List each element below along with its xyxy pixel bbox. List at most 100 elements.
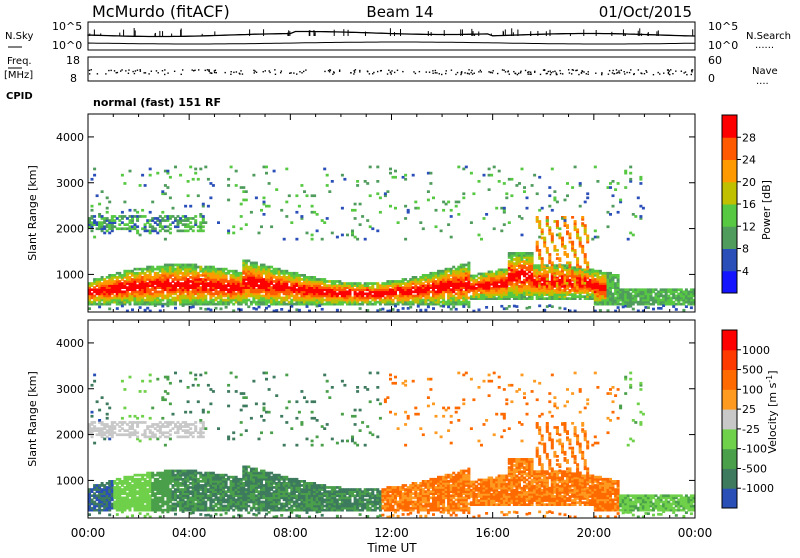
- y-tick-label: 2000: [56, 223, 84, 236]
- power-cell: [273, 284, 276, 287]
- freq-point: [373, 72, 374, 73]
- power-cell: [108, 201, 111, 204]
- freq-point: [299, 71, 300, 72]
- freq-traces: [89, 69, 693, 75]
- freq-point: [182, 69, 183, 70]
- power-cell: [361, 284, 364, 287]
- power-colorbar-tick: 12: [742, 220, 756, 233]
- power-cell: [478, 309, 481, 312]
- velocity-cell: [106, 417, 109, 420]
- freq-point: [555, 72, 556, 73]
- freq-point: [432, 73, 433, 74]
- freq-point: [415, 73, 416, 74]
- power-cell: [607, 225, 610, 228]
- power-cell: [647, 306, 650, 309]
- power-cell: [204, 266, 207, 269]
- freq-point: [685, 71, 686, 72]
- freq-point: [419, 71, 420, 72]
- freq-point: [436, 72, 437, 73]
- power-cell: [230, 270, 233, 273]
- power-cell: [629, 178, 632, 181]
- freq-point: [334, 72, 335, 73]
- power-cell: [652, 308, 655, 311]
- power-cell: [543, 237, 546, 240]
- power-cell: [187, 217, 190, 220]
- freq-point: [145, 72, 146, 73]
- power-cell: [556, 253, 559, 256]
- power-cell: [672, 305, 675, 308]
- power-cell: [536, 192, 539, 195]
- power-cell: [126, 227, 129, 230]
- power-cell: [556, 249, 559, 252]
- power-colorbar-tick: 24: [742, 154, 756, 167]
- power-cell: [594, 230, 597, 233]
- velocity-cell: [118, 425, 121, 428]
- freq-point: [242, 73, 243, 74]
- power-cell: [521, 217, 524, 220]
- freq-point: [534, 72, 535, 73]
- velocity-cell: [121, 380, 124, 383]
- power-cell: [538, 249, 541, 252]
- power-cell: [369, 301, 372, 304]
- freq-point: [397, 70, 398, 71]
- freq-point: [254, 72, 255, 73]
- power-cell: [467, 301, 470, 304]
- freq-point: [583, 71, 584, 72]
- power-cell: [472, 192, 475, 195]
- power-cell: [662, 288, 665, 291]
- power-cell: [91, 288, 94, 291]
- power-cell: [533, 264, 536, 267]
- power-cell: [660, 307, 663, 310]
- velocity-cell: [101, 396, 104, 399]
- power-cell: [417, 207, 420, 210]
- power-cell: [161, 190, 164, 193]
- velocity-cell: [123, 388, 126, 391]
- power-cell: [569, 233, 572, 236]
- freq-point: [471, 70, 472, 71]
- freq-point: [571, 73, 572, 74]
- power-cell: [584, 253, 587, 256]
- power-cell: [161, 266, 164, 269]
- power-cell: [194, 219, 197, 222]
- freq-point: [612, 70, 613, 71]
- power-cell: [498, 285, 501, 288]
- power-cell: [227, 230, 230, 233]
- power-cell: [149, 168, 152, 171]
- power-cell: [134, 215, 137, 218]
- power-cell: [288, 194, 291, 197]
- power-cell: [637, 301, 640, 304]
- power-cell: [594, 278, 597, 281]
- power-cell: [144, 215, 147, 218]
- power-cell: [308, 276, 311, 279]
- freq-point: [578, 74, 579, 75]
- velocity-cell: [91, 384, 94, 387]
- power-cell: [558, 286, 561, 289]
- velocity-cell: [106, 413, 109, 416]
- power-cell: [531, 184, 534, 187]
- power-cell: [161, 211, 164, 214]
- freq-point: [490, 72, 491, 73]
- power-cell: [521, 234, 524, 237]
- power-cell: [526, 266, 529, 269]
- power-cell: [144, 309, 147, 312]
- power-cell: [247, 299, 250, 302]
- power-cell: [169, 232, 172, 235]
- power-cell: [680, 288, 683, 291]
- y-tick-label: 3000: [56, 177, 84, 190]
- power-cell: [465, 268, 468, 271]
- freq-point: [568, 69, 569, 70]
- power-cell: [351, 297, 354, 300]
- power-cell: [91, 230, 94, 233]
- power-cell: [510, 194, 513, 197]
- power-cell: [151, 293, 154, 296]
- power-cell: [556, 220, 559, 223]
- power-cell: [574, 220, 577, 223]
- freq-point: [546, 73, 547, 74]
- power-cell: [356, 238, 359, 241]
- velocity-cell: [101, 427, 104, 430]
- power-cell: [144, 272, 147, 275]
- power-cell: [579, 266, 582, 269]
- power-cell: [521, 168, 524, 171]
- power-cell: [240, 186, 243, 189]
- power-cell: [306, 232, 309, 235]
